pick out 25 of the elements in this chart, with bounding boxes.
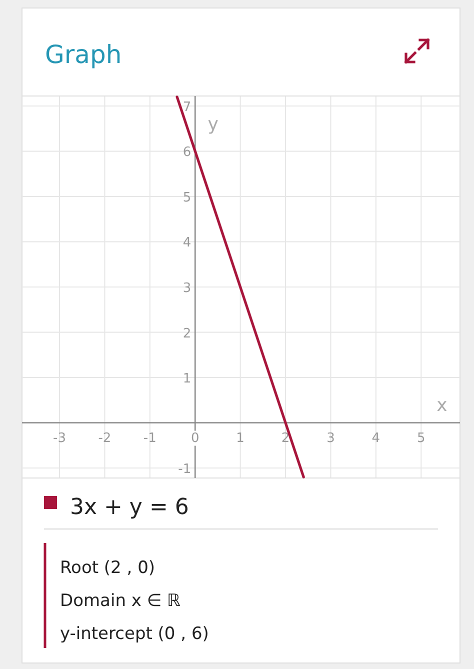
chart-title: Graph bbox=[45, 40, 122, 69]
y-tick-label: 6 bbox=[182, 145, 192, 160]
line-series bbox=[176, 96, 305, 478]
x-tick-label: -1 bbox=[143, 430, 156, 446]
y-tick-label: 4 bbox=[182, 236, 192, 251]
y-axis-title: y bbox=[208, 114, 219, 135]
x-tick-label: 3 bbox=[326, 430, 335, 446]
y-tick-label: 3 bbox=[182, 281, 192, 296]
y-tick-label: 7 bbox=[182, 100, 192, 115]
x-tick-label: -2 bbox=[98, 430, 112, 446]
y-tick-label: 1 bbox=[182, 372, 192, 387]
x-tick-label: 1 bbox=[236, 430, 244, 446]
x-tick-label: 4 bbox=[372, 430, 380, 446]
y-tick-label: -1 bbox=[178, 462, 192, 478]
x-tick-label: 0 bbox=[190, 430, 200, 446]
x-tick-label: -3 bbox=[53, 430, 66, 446]
text: Domain x ∈ ℝ bbox=[60, 591, 182, 611]
legend-label: 3x + y = 6 bbox=[70, 495, 189, 520]
y-tick-label: 5 bbox=[182, 190, 192, 206]
y-tick-label: 2 bbox=[182, 326, 192, 342]
text: Root (2 , 0) bbox=[60, 558, 156, 578]
x-tick-label: 5 bbox=[416, 430, 426, 446]
x-tick-label: 2 bbox=[281, 430, 290, 446]
x-axis-title: x bbox=[436, 394, 448, 416]
text: y-intercept (0 , 6) bbox=[60, 624, 209, 644]
